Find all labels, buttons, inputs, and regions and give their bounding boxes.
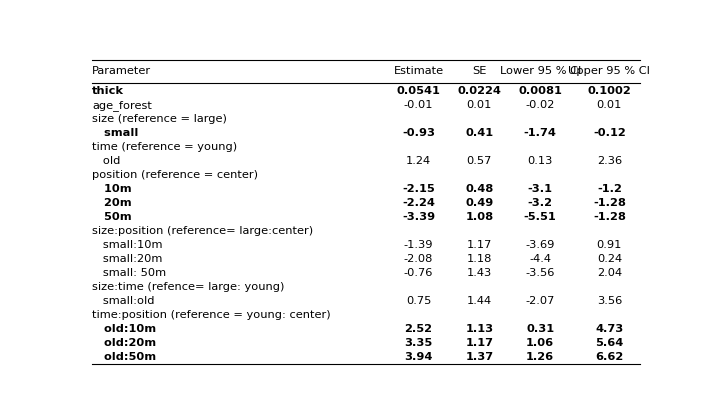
- Text: time:position (reference = young: center): time:position (reference = young: center…: [92, 310, 331, 320]
- Text: small: small: [92, 128, 139, 138]
- Text: 1.08: 1.08: [466, 212, 493, 222]
- Text: Upper 95 % CI: Upper 95 % CI: [568, 67, 650, 76]
- Text: -3.56: -3.56: [526, 268, 555, 278]
- Text: 1.13: 1.13: [466, 324, 493, 334]
- Text: -5.51: -5.51: [524, 212, 557, 222]
- Text: -0.02: -0.02: [526, 100, 555, 110]
- Text: -1.2: -1.2: [597, 184, 622, 194]
- Text: 0.31: 0.31: [526, 324, 554, 334]
- Text: Parameter: Parameter: [92, 67, 151, 76]
- Text: 1.17: 1.17: [467, 240, 492, 250]
- Text: -0.01: -0.01: [403, 100, 433, 110]
- Text: 3.35: 3.35: [404, 338, 433, 348]
- Text: thick: thick: [92, 86, 124, 96]
- Text: 10m: 10m: [92, 184, 131, 194]
- Text: 0.01: 0.01: [597, 100, 622, 110]
- Text: 50m: 50m: [92, 212, 131, 222]
- Text: -4.4: -4.4: [529, 254, 551, 264]
- Text: 0.49: 0.49: [466, 198, 493, 208]
- Text: size (reference = large): size (reference = large): [92, 114, 227, 124]
- Text: 1.17: 1.17: [466, 338, 493, 348]
- Text: 2.52: 2.52: [405, 324, 433, 334]
- Text: 3.94: 3.94: [404, 352, 433, 363]
- Text: 0.57: 0.57: [467, 156, 492, 166]
- Text: old:20m: old:20m: [92, 338, 156, 348]
- Text: old:50m: old:50m: [92, 352, 156, 363]
- Text: small:20m: small:20m: [92, 254, 162, 264]
- Text: 0.01: 0.01: [467, 100, 492, 110]
- Text: 1.44: 1.44: [467, 296, 492, 306]
- Text: -1.28: -1.28: [593, 212, 626, 222]
- Text: position (reference = center): position (reference = center): [92, 170, 258, 180]
- Text: 1.43: 1.43: [467, 268, 492, 278]
- Text: 0.75: 0.75: [406, 296, 431, 306]
- Text: size:position (reference= large:center): size:position (reference= large:center): [92, 226, 313, 236]
- Text: size:time (refence= large: young): size:time (refence= large: young): [92, 282, 284, 292]
- Text: -1.74: -1.74: [524, 128, 557, 138]
- Text: -1.28: -1.28: [593, 198, 626, 208]
- Text: -3.2: -3.2: [528, 198, 553, 208]
- Text: 0.0541: 0.0541: [396, 86, 441, 96]
- Text: small:10m: small:10m: [92, 240, 163, 250]
- Text: -2.15: -2.15: [402, 184, 435, 194]
- Text: 1.18: 1.18: [467, 254, 492, 264]
- Text: 1.37: 1.37: [466, 352, 493, 363]
- Text: Lower 95 % CI: Lower 95 % CI: [500, 67, 581, 76]
- Text: -3.39: -3.39: [402, 212, 435, 222]
- Text: 0.1002: 0.1002: [588, 86, 631, 96]
- Text: old: old: [92, 156, 121, 166]
- Text: age_forest: age_forest: [92, 100, 152, 111]
- Text: 2.04: 2.04: [597, 268, 622, 278]
- Text: 0.24: 0.24: [597, 254, 622, 264]
- Text: 0.0081: 0.0081: [518, 86, 562, 96]
- Text: -0.76: -0.76: [404, 268, 433, 278]
- Text: -1.39: -1.39: [403, 240, 433, 250]
- Text: -2.24: -2.24: [402, 198, 435, 208]
- Text: -3.1: -3.1: [528, 184, 553, 194]
- Text: 0.0224: 0.0224: [458, 86, 501, 96]
- Text: 4.73: 4.73: [595, 324, 623, 334]
- Text: -0.12: -0.12: [593, 128, 625, 138]
- Text: small:old: small:old: [92, 296, 154, 306]
- Text: 2.36: 2.36: [597, 156, 622, 166]
- Text: -0.93: -0.93: [402, 128, 435, 138]
- Text: 1.26: 1.26: [526, 352, 554, 363]
- Text: 1.24: 1.24: [406, 156, 431, 166]
- Text: 5.64: 5.64: [595, 338, 623, 348]
- Text: 20m: 20m: [92, 198, 131, 208]
- Text: 0.41: 0.41: [466, 128, 493, 138]
- Text: Estimate: Estimate: [393, 67, 443, 76]
- Text: time (reference = young): time (reference = young): [92, 142, 237, 152]
- Text: 1.06: 1.06: [526, 338, 554, 348]
- Text: -2.08: -2.08: [404, 254, 433, 264]
- Text: 0.13: 0.13: [528, 156, 553, 166]
- Text: -2.07: -2.07: [526, 296, 555, 306]
- Text: SE: SE: [472, 67, 486, 76]
- Text: 6.62: 6.62: [595, 352, 623, 363]
- Text: small: 50m: small: 50m: [92, 268, 166, 278]
- Text: -3.69: -3.69: [526, 240, 555, 250]
- Text: 3.56: 3.56: [597, 296, 622, 306]
- Text: old:10m: old:10m: [92, 324, 156, 334]
- Text: 0.48: 0.48: [466, 184, 493, 194]
- Text: 0.91: 0.91: [597, 240, 622, 250]
